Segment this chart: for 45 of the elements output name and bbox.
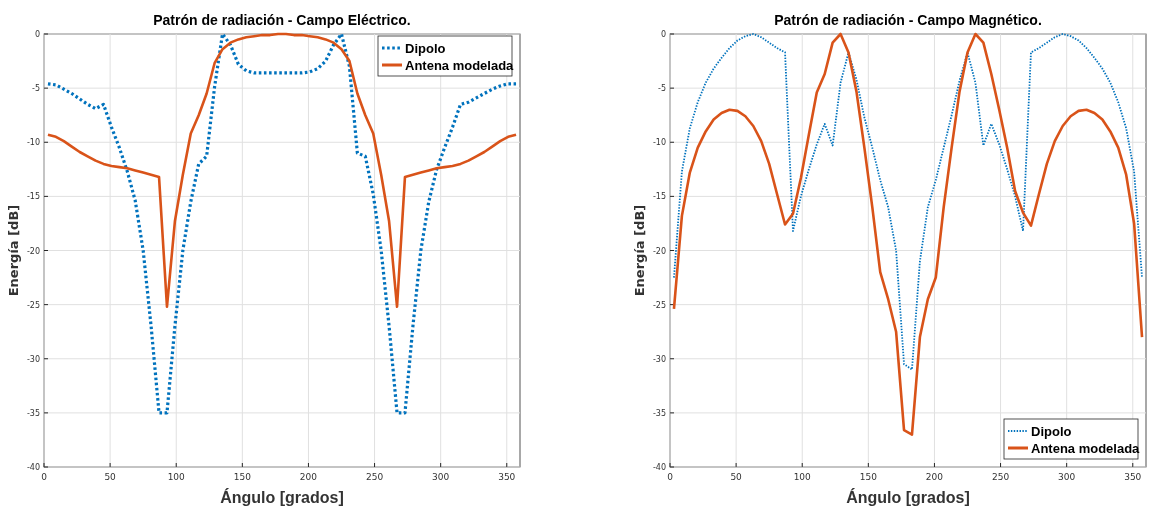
line-series — [673, 33, 1143, 371]
x-tick-label: 100 — [793, 472, 812, 482]
y-tick-label: -10 — [652, 138, 666, 148]
x-tick-label: 100 — [167, 472, 186, 482]
chart-title: Patrón de radiación - Campo Magnético. — [774, 12, 1042, 28]
y-tick-label: -40 — [652, 463, 666, 472]
y-tick-label: -30 — [26, 354, 40, 364]
x-tick-label: 300 — [1058, 472, 1076, 482]
y-tick-label: -35 — [652, 408, 666, 418]
y-tick-label: -20 — [26, 246, 40, 256]
y-tick-label: -5 — [32, 84, 40, 94]
y-tick-label: -25 — [26, 300, 40, 310]
legend-label: Antena modelada — [1031, 440, 1141, 456]
y-tick-label: 0 — [660, 30, 666, 39]
x-tick-label: 0 — [41, 472, 48, 482]
y-tick-label: 0 — [34, 30, 40, 39]
y-tick-label: -15 — [652, 192, 666, 202]
x-tick-label: 200 — [299, 472, 318, 482]
y-tick-label: -40 — [26, 463, 40, 472]
y-tick-label: -10 — [26, 138, 40, 148]
x-tick-label: 150 — [233, 472, 252, 482]
x-tick-label: 350 — [1124, 472, 1142, 482]
y-tick-label: -15 — [26, 192, 40, 202]
x-axis-title: Ángulo [grados] — [846, 488, 970, 506]
x-tick-label: 250 — [991, 472, 1010, 482]
y-tick-label: -25 — [652, 300, 666, 310]
y-axis-title: Energía [dB] — [632, 204, 647, 297]
x-tick-label: 0 — [667, 472, 674, 482]
x-tick-label: 200 — [925, 472, 944, 482]
y-axis-title: Energía [dB] — [6, 204, 21, 297]
x-tick-label: 250 — [365, 472, 384, 482]
legend-label: Dipolo — [405, 40, 446, 56]
y-tick-label: -35 — [26, 408, 40, 418]
legend-label: Antena modelada — [405, 57, 515, 73]
x-axis-title: Ángulo [grados] — [220, 488, 344, 506]
legend-label: Dipolo — [1031, 423, 1072, 439]
y-tick-label: -20 — [652, 246, 666, 256]
x-tick-label: 350 — [498, 472, 516, 482]
chart-title: Patrón de radiación - Campo Eléctrico. — [153, 12, 411, 28]
x-tick-label: 150 — [859, 472, 878, 482]
x-tick-label: 50 — [730, 472, 743, 482]
x-tick-label: 300 — [432, 472, 450, 482]
x-tick-label: 50 — [104, 472, 117, 482]
y-tick-label: -30 — [652, 354, 666, 364]
y-tick-label: -5 — [658, 84, 666, 94]
